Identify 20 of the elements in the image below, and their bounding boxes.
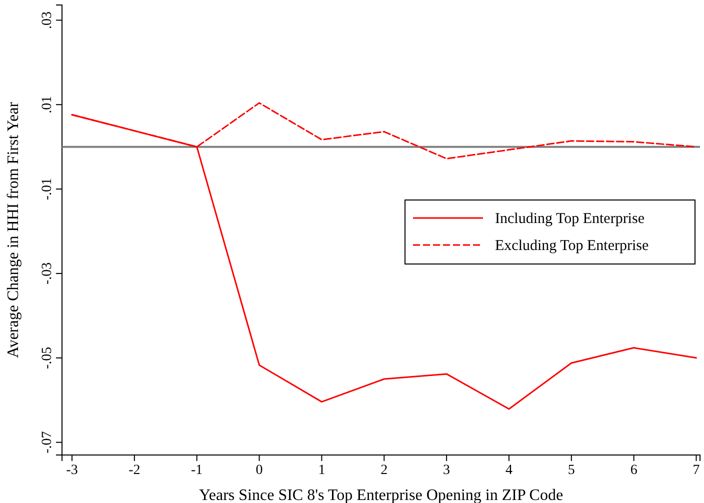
y-axis-title: Average Change in HHI from First Year (5, 101, 22, 358)
x-tick-label: -3 (66, 462, 78, 478)
legend-label: Excluding Top Enterprise (495, 238, 649, 254)
y-tick-label: .01 (40, 96, 55, 114)
x-tick-label: -2 (128, 462, 140, 478)
x-tick-label: 1 (318, 462, 326, 478)
y-tick-label: -.03 (40, 262, 55, 285)
x-tick-label: 7 (692, 462, 700, 478)
x-tick-label: 6 (630, 462, 638, 478)
x-tick-label: -1 (191, 462, 203, 478)
x-tick-label: 4 (505, 462, 512, 478)
x-tick-label: 0 (256, 462, 263, 478)
y-tick-label: -.01 (40, 178, 55, 200)
y-tick-label: .03 (40, 11, 55, 29)
y-tick-label: -.07 (40, 431, 55, 454)
x-tick-label: 5 (568, 462, 575, 478)
x-tick-label: 3 (443, 462, 450, 478)
x-tick-label: 2 (380, 462, 388, 478)
y-tick-label: -.05 (40, 346, 55, 369)
legend-label: Including Top Enterprise (495, 211, 645, 227)
